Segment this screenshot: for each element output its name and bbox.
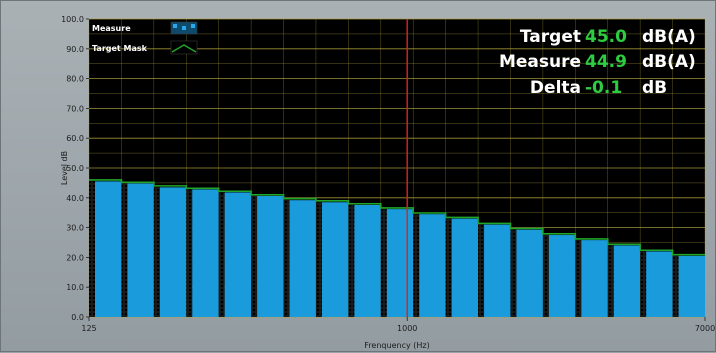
bar-gap (575, 240, 582, 317)
target-mask-polyline (89, 179, 705, 256)
measure-bar (548, 235, 576, 317)
bar-gap (283, 200, 290, 317)
bar-gap (380, 209, 387, 317)
measure-value: 44.9 (585, 52, 627, 72)
bar-gap (542, 235, 549, 317)
measure-bar (419, 214, 446, 317)
measure-bar (95, 181, 122, 317)
legend-label-target-mask: Target Mask (92, 44, 148, 53)
bar-gap (607, 245, 614, 317)
x-axis-ticks: 125 1000 7000 (81, 317, 715, 333)
y-tick-label: 70.0 (66, 104, 84, 113)
readout: Target 45.0 dB(A) Measure 44.9 dB(A) Del… (499, 27, 696, 98)
y-tick-label: 40.0 (66, 194, 84, 203)
bar-gap (186, 189, 193, 317)
measure-bar (613, 245, 641, 317)
measure-bar (646, 251, 673, 317)
y-tick-label: 80.0 (66, 75, 84, 84)
y-tick-label: 50.0 (66, 164, 84, 173)
bar-gap (315, 202, 322, 317)
measure-bar (516, 229, 543, 317)
y-tick-label: 100.0 (61, 15, 84, 24)
bar-gap (478, 224, 485, 317)
legend: Measure Target Mask (92, 21, 198, 55)
measure-bar (581, 240, 608, 317)
measure-bar (257, 196, 284, 317)
y-tick-label: 20.0 (66, 253, 84, 262)
y-axis-title: Level dB (60, 151, 69, 185)
measure-bar (127, 183, 154, 317)
x-tick-label: 7000 (695, 324, 715, 333)
y-axis-ticks: 0.0 10.0 20.0 30.0 40.0 50.0 60.0 70.0 80.0 90.0 1… (61, 15, 89, 322)
measure-bar (224, 192, 252, 317)
bar-gap (413, 214, 420, 317)
measure-bars (89, 181, 705, 317)
y-tick-label: 10.0 (66, 283, 84, 292)
measure-bar (289, 200, 316, 317)
measure-label: Measure (499, 52, 581, 72)
legend-swatch-measure (170, 21, 198, 35)
x-axis-title: Frenquency (Hz) (364, 341, 429, 350)
target-mask-line (89, 179, 705, 256)
delta-unit: dB (642, 78, 667, 98)
bar-gap (445, 218, 452, 317)
delta-value: -0.1 (585, 78, 622, 98)
legend-label-measure: Measure (92, 24, 131, 33)
x-tick-label: 125 (81, 324, 96, 333)
measure-bar (354, 204, 381, 317)
bar-gap (510, 229, 517, 317)
measure-bar (451, 218, 479, 317)
bar-gap (89, 181, 95, 317)
bar-gap (672, 255, 679, 317)
measure-bar (159, 187, 187, 317)
measure-bar (678, 255, 705, 317)
bar-gap (121, 183, 128, 317)
y-tick-label: 0.0 (71, 313, 84, 322)
measure-bar (484, 224, 511, 317)
target-value: 45.0 (585, 27, 627, 47)
target-label: Target (520, 27, 581, 47)
bar-gap (153, 187, 160, 317)
x-tick-label: 1000 (397, 324, 417, 333)
measure-unit: dB(A) (642, 52, 696, 72)
delta-label: Delta (530, 78, 581, 98)
measure-bar (192, 189, 219, 317)
bar-gap (640, 251, 647, 317)
y-tick-label: 30.0 (66, 224, 84, 233)
bar-gap (251, 196, 258, 317)
y-tick-label: 60.0 (66, 134, 84, 143)
y-tick-label: 90.0 (66, 45, 84, 54)
target-unit: dB(A) (642, 27, 696, 47)
legend-swatch-target-mask (170, 40, 198, 55)
measure-bar (386, 209, 414, 317)
bar-gap (348, 204, 355, 317)
measure-bar (321, 202, 349, 317)
bar-gap (218, 192, 225, 317)
